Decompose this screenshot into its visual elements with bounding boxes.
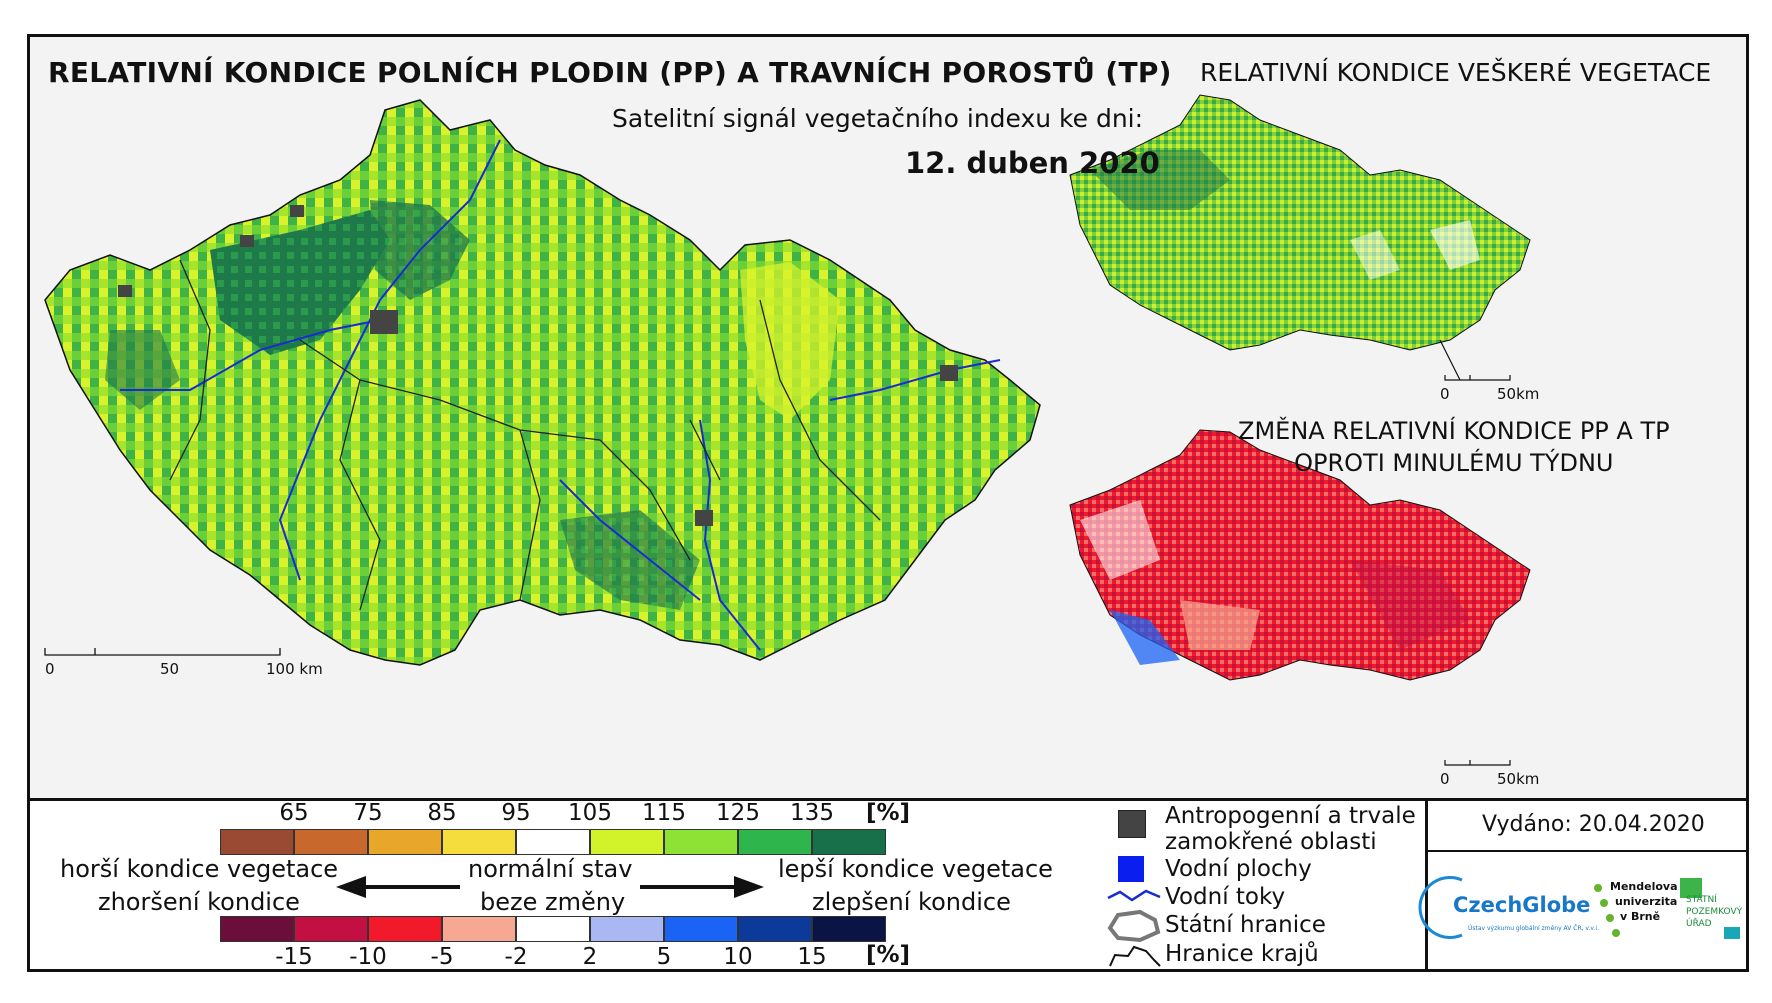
mendel-dot-4: [1612, 929, 1620, 937]
better-change-label: zlepšení kondice: [812, 888, 1011, 916]
region-border-label: Hranice krajů: [1165, 941, 1319, 967]
condition-swatch-0: [220, 829, 294, 855]
water-body-swatch: [1118, 856, 1144, 882]
anthropogenic-label-1: Antropogenní a trvale: [1165, 803, 1416, 829]
main-scale-bar: [44, 648, 281, 656]
change-tick-5: 5: [656, 944, 672, 970]
change-unit: [%]: [866, 942, 911, 968]
legend-divider: [1425, 798, 1428, 972]
change-tick-0: -15: [275, 944, 313, 970]
change-tick-7: 15: [797, 944, 827, 970]
state-border-sample: [1107, 909, 1161, 943]
main-scale-tick1: 50: [160, 660, 180, 678]
czechglobe-name: CzechGlobe: [1453, 893, 1591, 917]
mendel-dot-2: [1600, 899, 1608, 907]
stream-sample: [1107, 889, 1161, 902]
condition-swatch-6: [664, 829, 738, 855]
spu-line1: STÁTNÍ: [1686, 895, 1717, 905]
state-border-label: Státní hranice: [1165, 912, 1326, 938]
left-arrow: [336, 876, 460, 898]
condition-tick-1: 75: [353, 800, 383, 826]
change-tick-3: -2: [504, 944, 528, 970]
condition-tick-4: 105: [568, 800, 612, 826]
condition-swatch-4: [516, 829, 590, 855]
right-arrow: [640, 876, 764, 898]
czechglobe-arc: [1418, 876, 1463, 939]
mendel-line3: v Brně: [1620, 910, 1661, 923]
issued-divider: [1425, 850, 1749, 852]
change-swatch-1: [294, 916, 368, 942]
main-scale-tick0: 0: [45, 660, 55, 678]
main-title: RELATIVNÍ KONDICE POLNÍCH PLODIN (PP) A …: [48, 56, 1172, 89]
change-swatch-0: [220, 916, 294, 942]
condition-swatch-3: [442, 829, 516, 855]
condition-tick-5: 115: [642, 800, 686, 826]
subtitle: Satelitní signál vegetačního indexu ke d…: [612, 104, 1144, 133]
change-swatch-7: [738, 916, 812, 942]
mendel-dot-3: [1606, 914, 1614, 922]
condition-tick-0: 65: [279, 800, 309, 826]
spu-mark-top: [1680, 878, 1702, 898]
condition-tick-7: 135: [790, 800, 834, 826]
condition-tick-3: 95: [501, 800, 531, 826]
condition-unit: [%]: [866, 800, 911, 826]
water-streams-label: Vodní toky: [1165, 884, 1286, 910]
czechglobe-subtitle: Ústav výzkumu globální změny AV ČR, v.v.…: [1468, 925, 1599, 932]
main-scale-tick2: 100 km: [266, 660, 323, 678]
change-title-line1: ZMĚNA RELATIVNÍ KONDICE PP A TP: [1238, 417, 1670, 445]
change-swatch-6: [664, 916, 738, 942]
veg-scale-tick0: 0: [1440, 385, 1450, 403]
change-swatch-3: [442, 916, 516, 942]
veg-scale-tick1: 50km: [1497, 385, 1540, 403]
anthropogenic-label-2: zamokřené oblasti: [1165, 829, 1377, 855]
water-bodies-label: Vodní plochy: [1165, 856, 1312, 882]
condition-swatch-8: [812, 829, 886, 855]
vegetation-map: [1069, 94, 1531, 381]
condition-tick-2: 85: [427, 800, 457, 826]
legend-panel: [27, 798, 1749, 972]
mendel-line2: univerzita: [1615, 895, 1678, 908]
worse-condition-label: horší kondice vegetace: [60, 855, 339, 883]
change-tick-4: 2: [582, 944, 598, 970]
main-condition-map: [44, 99, 1041, 666]
change-swatch-5: [590, 916, 664, 942]
issued-date: Vydáno: 20.04.2020: [1482, 812, 1705, 837]
condition-tick-6: 125: [716, 800, 760, 826]
change-title-line2: OPROTI MINULÉMU TÝDNU: [1294, 449, 1614, 477]
change-scale-tick1: 50km: [1497, 770, 1540, 788]
change-swatch-2: [368, 916, 442, 942]
date-label: 12. duben 2020: [905, 146, 1160, 180]
condition-swatch-2: [368, 829, 442, 855]
worse-change-label: zhoršení kondice: [98, 888, 300, 916]
change-map-title: ZMĚNA RELATIVNÍ KONDICE PP A TP OPROTI M…: [1238, 415, 1670, 479]
anthropogenic-swatch: [1118, 810, 1146, 838]
change-scale-tick0: 0: [1440, 770, 1450, 788]
spu-line2: POZEMKOVÝ: [1686, 907, 1743, 917]
change-map: [1069, 429, 1531, 766]
mendel-line1: Mendelova: [1610, 880, 1678, 893]
spu-mark-bottom: [1724, 927, 1740, 939]
condition-swatch-7: [738, 829, 812, 855]
change-swatch-8: [812, 916, 886, 942]
better-condition-label: lepší kondice vegetace: [778, 855, 1053, 883]
spu-line3: ÚŘAD: [1686, 919, 1712, 929]
vegetation-map-title: RELATIVNÍ KONDICE VEŠKERÉ VEGETACE: [1200, 58, 1712, 87]
change-swatch-4: [516, 916, 590, 942]
change-tick-1: -10: [349, 944, 387, 970]
mendel-dot-1: [1594, 884, 1602, 892]
change-tick-2: -5: [430, 944, 454, 970]
condition-swatch-5: [590, 829, 664, 855]
change-tick-6: 10: [723, 944, 753, 970]
condition-swatch-1: [294, 829, 368, 855]
no-change-label: beze změny: [480, 888, 626, 916]
normal-state-label: normální stav: [468, 855, 633, 883]
region-border-sample: [1109, 945, 1161, 967]
